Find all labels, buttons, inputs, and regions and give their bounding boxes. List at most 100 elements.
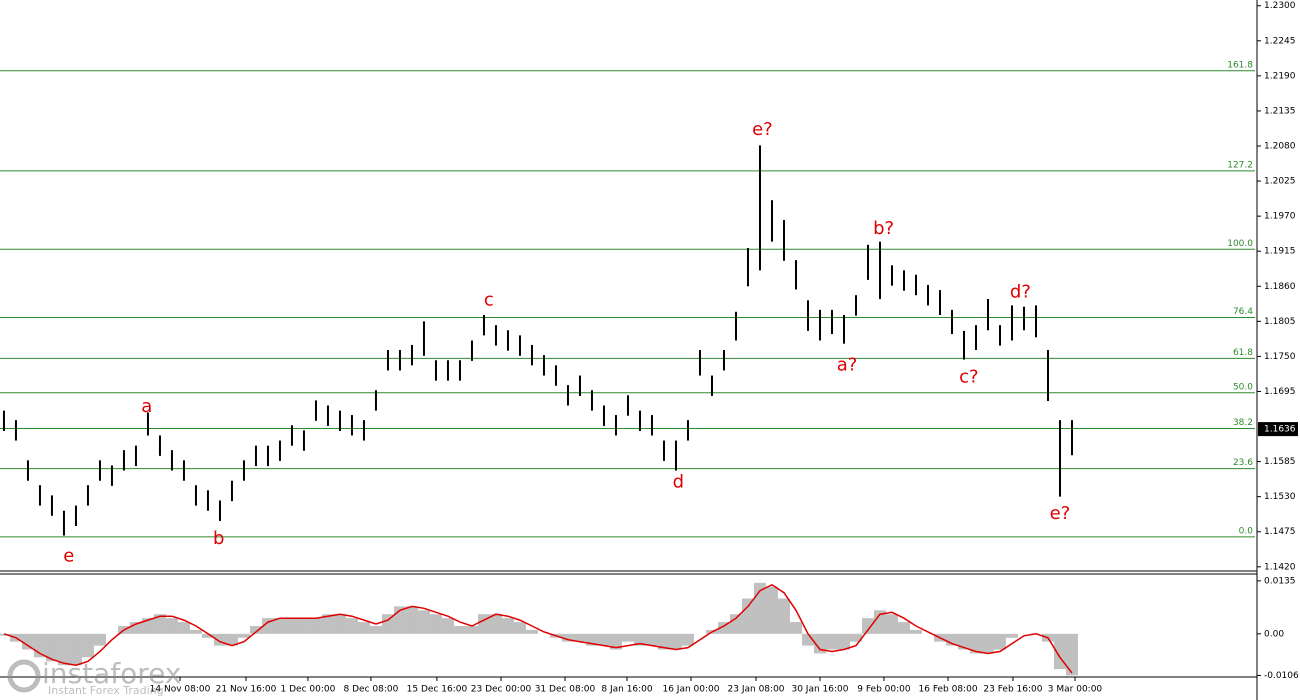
wave-label: e? — [752, 119, 773, 140]
fib-label: 76.4 — [1233, 307, 1253, 317]
fib-label: 161.8 — [1227, 60, 1253, 70]
macd-bar — [309, 618, 322, 634]
macd-bar — [429, 614, 442, 634]
y-tick-label: 1.1915 — [1264, 247, 1296, 257]
macd-bar — [597, 633, 610, 646]
wave-label: d — [673, 472, 684, 493]
y-tick-label: 1.2300 — [1264, 1, 1296, 11]
macd-bar — [369, 625, 382, 634]
macd-y-tick-label: -0.0106 — [1264, 671, 1299, 681]
last-price-label: 1.1636 — [1264, 425, 1296, 435]
macd-bar — [321, 614, 334, 634]
macd-bar — [741, 598, 754, 634]
macd-bar — [945, 633, 958, 646]
x-tick-label: 15 Dec 16:00 — [407, 685, 468, 695]
macd-bar — [1065, 633, 1078, 676]
macd-bar — [969, 633, 982, 654]
macd-bar — [345, 618, 358, 634]
x-tick-label: 23 Jan 08:00 — [728, 685, 785, 695]
x-tick-label: 8 Dec 08:00 — [344, 685, 399, 695]
y-tick-label: 1.1420 — [1264, 562, 1296, 572]
fib-label: 23.6 — [1233, 458, 1253, 468]
fib-label: 61.8 — [1233, 348, 1253, 358]
macd-bar — [981, 633, 994, 654]
x-tick-label: 14 Nov 08:00 — [150, 685, 211, 695]
macd-bar — [729, 614, 742, 634]
macd-bar — [237, 633, 250, 638]
x-tick-label: 23 Dec 00:00 — [471, 685, 532, 695]
macd-bar — [81, 633, 94, 658]
macd-bar — [261, 618, 274, 634]
macd-y-tick-label: 0.0135 — [1264, 576, 1296, 586]
macd-bar — [213, 633, 226, 646]
macd-y-tick-label: 0.00 — [1264, 629, 1284, 639]
fib-label: 127.2 — [1227, 160, 1253, 170]
macd-bar — [153, 614, 166, 634]
macd-bar — [201, 633, 214, 638]
macd-bar — [465, 625, 478, 634]
y-tick-label: 1.1805 — [1264, 317, 1296, 327]
macd-bar — [357, 622, 370, 634]
macd-bar — [669, 633, 682, 650]
x-tick-label: 21 Nov 16:00 — [216, 685, 277, 695]
macd-bar — [849, 633, 862, 642]
y-tick-label: 1.1750 — [1264, 352, 1296, 362]
watermark: instaforex Instant Forex Trading — [7, 657, 181, 697]
y-tick-label: 1.2135 — [1264, 106, 1296, 116]
macd-bar — [657, 633, 670, 650]
logo-brand: instaforex — [42, 657, 181, 690]
macd-bar — [585, 633, 598, 646]
macd-bar — [789, 622, 802, 634]
macd-bar — [609, 633, 622, 650]
macd-bar — [993, 633, 1006, 650]
wave-label: d? — [1010, 282, 1031, 303]
macd-bar — [861, 618, 874, 634]
macd-bar — [141, 618, 154, 634]
y-tick-label: 1.1475 — [1264, 527, 1296, 537]
macd-bar — [45, 633, 58, 662]
x-tick-label: 31 Dec 08:00 — [535, 685, 596, 695]
macd-bar — [501, 618, 514, 634]
macd-bar — [417, 610, 430, 634]
macd-bar — [441, 618, 454, 634]
fib-label: 50.0 — [1233, 382, 1253, 392]
macd-bar — [225, 633, 238, 646]
macd-bar — [813, 633, 826, 654]
wave-label: a — [141, 396, 152, 417]
macd-bar — [285, 618, 298, 634]
macd-signal — [3, 583, 1073, 674]
wave-label: e? — [1050, 503, 1071, 524]
macd-bar — [297, 618, 310, 634]
last-price-box — [1258, 422, 1298, 437]
wave-label: b — [213, 528, 224, 549]
macd-bar — [189, 629, 202, 634]
x-tick-label: 16 Jan 00:00 — [662, 685, 719, 695]
macd-bar — [885, 614, 898, 634]
macd-bar — [129, 622, 142, 634]
logo-icon — [7, 659, 41, 693]
y-tick-label: 1.2025 — [1264, 177, 1296, 187]
x-tick-label: 3 Mar 00:00 — [1048, 685, 1103, 695]
wave-label: e — [63, 546, 74, 567]
x-tick-label: 23 Feb 16:00 — [983, 685, 1042, 695]
x-tick-label: 8 Jan 16:00 — [601, 685, 653, 695]
macd-bar — [453, 625, 466, 634]
macd-bar — [681, 633, 694, 646]
macd-bar — [381, 614, 394, 634]
y-tick-label: 1.2080 — [1264, 142, 1296, 152]
macd-bar — [909, 629, 922, 634]
macd-bar — [405, 606, 418, 634]
y-tick-label: 1.1695 — [1264, 387, 1296, 397]
macd-bar — [57, 633, 70, 666]
macd-bar — [801, 633, 814, 646]
wave-label: a? — [837, 354, 858, 375]
macd-bar — [273, 618, 286, 634]
fib-label: 38.2 — [1233, 418, 1253, 428]
macd-bar — [837, 633, 850, 650]
macd-bar — [1005, 633, 1018, 638]
y-tick-label: 1.2190 — [1264, 71, 1296, 81]
macd-bar — [489, 614, 502, 634]
